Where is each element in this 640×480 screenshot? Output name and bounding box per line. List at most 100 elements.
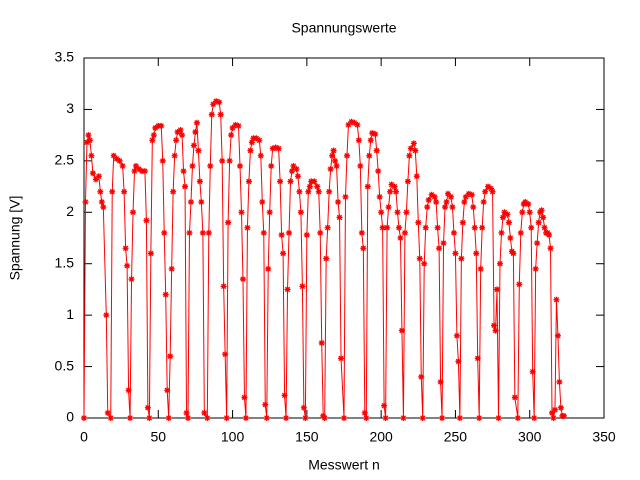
- data-point: [404, 178, 411, 185]
- data-point: [113, 155, 120, 162]
- data-point: [519, 209, 526, 216]
- data-point: [226, 157, 233, 164]
- y-tick-label: 0: [66, 409, 74, 425]
- data-point: [462, 193, 469, 200]
- data-point: [479, 224, 486, 231]
- data-point: [198, 199, 205, 205]
- data-point: [222, 351, 229, 358]
- data-point: [491, 322, 498, 329]
- data-point: [488, 185, 495, 192]
- data-point: [122, 245, 129, 252]
- data-point: [449, 204, 456, 211]
- data-point: [241, 394, 248, 401]
- data-point: [440, 240, 447, 247]
- data-point: [128, 276, 135, 283]
- data-point: [92, 176, 99, 183]
- data-point: [208, 111, 215, 118]
- data-point: [468, 191, 475, 198]
- data-point: [189, 163, 196, 169]
- data-point: [171, 152, 178, 159]
- data-point: [107, 415, 114, 421]
- data-point: [397, 235, 404, 241]
- data-point: [146, 415, 153, 421]
- data-point: [97, 188, 104, 195]
- data-point: [345, 121, 352, 128]
- data-point: [455, 358, 462, 365]
- data-point: [158, 122, 165, 129]
- data-point: [247, 147, 254, 154]
- data-point: [205, 229, 212, 236]
- data-point: [193, 119, 200, 126]
- data-point: [314, 183, 321, 190]
- data-point: [133, 163, 139, 169]
- data-point: [333, 163, 340, 169]
- data-point: [499, 214, 506, 221]
- y-tick-label: 1: [66, 306, 74, 322]
- data-point: [373, 147, 380, 154]
- data-point: [88, 152, 95, 159]
- data-point: [210, 101, 217, 108]
- data-point: [186, 229, 193, 236]
- data-point: [272, 144, 279, 151]
- data-point: [173, 137, 180, 144]
- data-point: [159, 157, 166, 164]
- data-point: [263, 415, 270, 421]
- data-point: [507, 235, 514, 241]
- data-point: [474, 355, 481, 362]
- data-point: [510, 250, 517, 257]
- data-point: [453, 332, 460, 339]
- data-point: [489, 188, 496, 195]
- data-point: [554, 332, 561, 339]
- data-point: [143, 217, 150, 224]
- data-point: [422, 224, 429, 231]
- data-point: [376, 193, 383, 200]
- x-axis-label: Messwert n: [308, 457, 380, 473]
- data-point: [556, 379, 563, 385]
- data-point: [116, 157, 123, 164]
- y-tick-label: 3: [66, 100, 74, 116]
- data-point: [553, 296, 560, 303]
- data-point: [403, 209, 410, 216]
- data-point: [332, 157, 339, 164]
- data-point: [149, 137, 156, 144]
- data-point: [239, 276, 246, 283]
- data-point: [268, 163, 275, 169]
- data-point: [256, 137, 263, 144]
- data-point: [382, 415, 389, 421]
- data-point: [119, 163, 126, 169]
- data-point: [410, 140, 417, 147]
- data-point: [277, 178, 284, 185]
- data-point: [220, 283, 227, 290]
- data-point: [195, 147, 202, 154]
- data-point: [265, 265, 272, 272]
- data-point: [393, 188, 399, 195]
- data-point: [366, 152, 373, 159]
- y-tick-label: 2.5: [55, 152, 75, 168]
- x-tick-label: 300: [518, 429, 542, 445]
- data-point: [324, 224, 331, 231]
- data-point: [445, 190, 451, 197]
- data-point: [287, 178, 294, 185]
- data-point: [531, 415, 538, 421]
- y-tick-label: 2: [66, 203, 74, 219]
- data-point: [494, 286, 501, 293]
- data-point: [525, 201, 532, 208]
- data-point: [538, 207, 545, 214]
- data-point: [275, 145, 282, 152]
- data-point: [391, 183, 398, 190]
- data-point: [225, 219, 232, 226]
- data-point: [82, 199, 89, 205]
- data-point: [253, 135, 260, 142]
- data-point: [177, 127, 184, 133]
- x-tick-label: 150: [295, 429, 319, 445]
- data-point: [516, 281, 523, 288]
- data-point: [95, 173, 102, 180]
- data-point: [348, 118, 355, 125]
- data-point: [428, 191, 435, 198]
- data-point: [338, 355, 345, 362]
- data-point: [311, 178, 318, 185]
- data-point: [459, 219, 466, 226]
- data-point: [547, 245, 554, 252]
- data-point: [529, 368, 536, 375]
